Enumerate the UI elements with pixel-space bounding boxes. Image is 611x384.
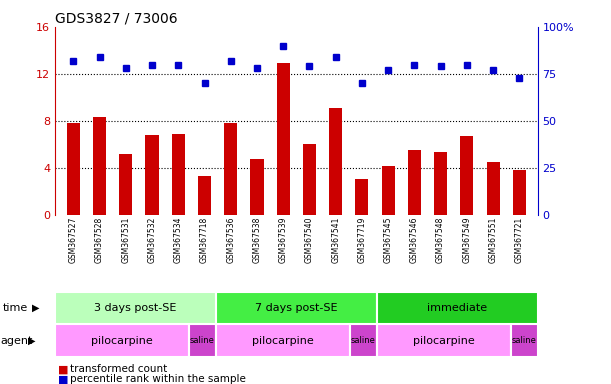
Text: pilocarpine: pilocarpine	[413, 336, 475, 346]
Bar	[55, 292, 216, 324]
Bar	[408, 151, 421, 215]
Bar	[329, 108, 342, 215]
Text: GSM367545: GSM367545	[384, 217, 393, 263]
Bar	[172, 134, 185, 215]
Bar	[350, 324, 377, 357]
Text: saline: saline	[351, 336, 376, 345]
Text: GSM367551: GSM367551	[489, 217, 497, 263]
Bar	[93, 118, 106, 215]
Bar	[67, 123, 80, 215]
Text: ■: ■	[58, 374, 68, 384]
Text: GSM367719: GSM367719	[357, 217, 367, 263]
Bar	[303, 144, 316, 215]
Text: transformed count: transformed count	[70, 364, 167, 374]
Bar	[216, 292, 377, 324]
Bar	[434, 152, 447, 215]
Bar	[119, 154, 133, 215]
Text: GSM367527: GSM367527	[69, 217, 78, 263]
Text: GSM367546: GSM367546	[410, 217, 419, 263]
Text: GSM367539: GSM367539	[279, 217, 288, 263]
Text: GSM367718: GSM367718	[200, 217, 209, 263]
Text: GSM367528: GSM367528	[95, 217, 104, 263]
Bar	[145, 135, 159, 215]
Bar	[460, 136, 474, 215]
Text: GSM367548: GSM367548	[436, 217, 445, 263]
Bar	[277, 63, 290, 215]
Bar	[198, 176, 211, 215]
Text: 3 days post-SE: 3 days post-SE	[94, 303, 177, 313]
Text: saline: saline	[190, 336, 215, 345]
Text: GSM367536: GSM367536	[226, 217, 235, 263]
Text: GSM367532: GSM367532	[147, 217, 156, 263]
Bar	[382, 166, 395, 215]
Text: GSM367534: GSM367534	[174, 217, 183, 263]
Text: percentile rank within the sample: percentile rank within the sample	[70, 374, 246, 384]
Bar	[55, 324, 189, 357]
Bar	[189, 324, 216, 357]
Bar	[511, 324, 538, 357]
Text: ▶: ▶	[28, 336, 35, 346]
Text: 7 days post-SE: 7 days post-SE	[255, 303, 338, 313]
Bar	[486, 162, 500, 215]
Text: pilocarpine: pilocarpine	[91, 336, 153, 346]
Text: ■: ■	[58, 364, 68, 374]
Bar	[356, 179, 368, 215]
Text: ▶: ▶	[32, 303, 39, 313]
Bar	[216, 324, 350, 357]
Text: GSM367549: GSM367549	[463, 217, 471, 263]
Text: GDS3827 / 73006: GDS3827 / 73006	[55, 12, 178, 25]
Text: saline: saline	[512, 336, 536, 345]
Text: immediate: immediate	[427, 303, 488, 313]
Bar	[377, 292, 538, 324]
Text: GSM367538: GSM367538	[252, 217, 262, 263]
Text: agent: agent	[1, 336, 33, 346]
Bar	[224, 123, 237, 215]
Bar	[377, 324, 511, 357]
Text: pilocarpine: pilocarpine	[252, 336, 314, 346]
Text: GSM367540: GSM367540	[305, 217, 314, 263]
Text: GSM367721: GSM367721	[515, 217, 524, 263]
Bar	[513, 170, 526, 215]
Text: GSM367541: GSM367541	[331, 217, 340, 263]
Bar	[251, 159, 263, 215]
Text: time: time	[3, 303, 28, 313]
Text: GSM367531: GSM367531	[122, 217, 130, 263]
